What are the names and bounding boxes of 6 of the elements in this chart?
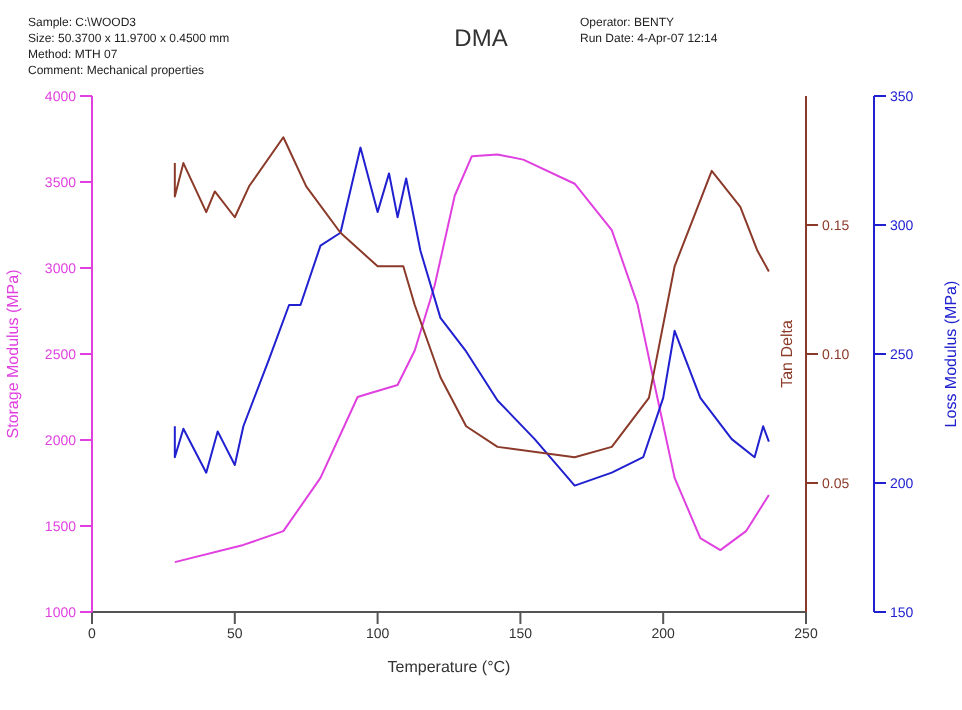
y-axis-title: Storage Modulus (MPa)	[3, 268, 22, 439]
y3-axis-title: Tan Delta	[777, 319, 796, 388]
chart-title: DMA	[454, 24, 508, 52]
x-axis-title: Temperature (°C)	[387, 658, 512, 676]
line-series	[173, 153, 770, 564]
y2-axis-title: Loss Modulus (MPa)	[941, 279, 960, 428]
